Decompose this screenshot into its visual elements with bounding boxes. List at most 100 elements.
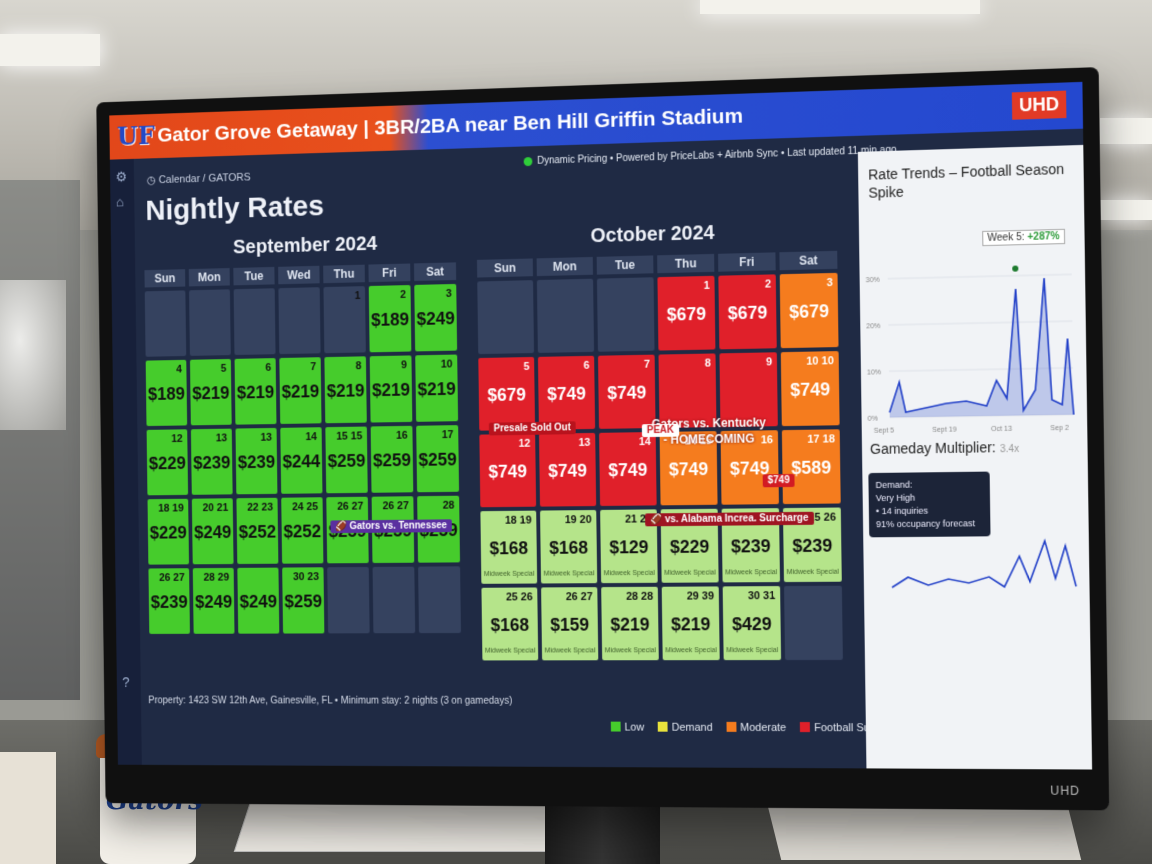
calendar-icon: ◷ [147, 174, 159, 186]
property-footer: Property: 1423 SW 12th Ave, Gainesville,… [148, 696, 512, 707]
day-cell[interactable]: 14 $244 [280, 427, 322, 494]
empty-day-cell [327, 567, 369, 633]
day-cell[interactable]: 3 $679 [780, 273, 839, 348]
ceiling-light [1100, 118, 1152, 144]
day-number: 10 10 [806, 355, 834, 368]
day-cell[interactable]: 17 18 $589 [782, 429, 841, 504]
day-cell[interactable]: 3 $249 [414, 284, 457, 351]
weekday-sat: Sat [779, 251, 837, 270]
breadcrumb-text: Calendar / GATORS [159, 172, 251, 186]
day-cell[interactable]: 8 $219 [324, 356, 366, 423]
day-cell[interactable]: 18 19 $168 Midweek Special [480, 511, 537, 584]
day-cell[interactable]: 29 39 $219 Midweek Special [662, 586, 720, 660]
nightly-price: $229 [148, 522, 189, 543]
day-cell[interactable]: 1 $679 [657, 276, 715, 351]
weekday-tue: Tue [597, 255, 654, 274]
nightly-price: $229 [661, 536, 718, 557]
day-number: 5 [221, 363, 227, 375]
day-number: 9 [766, 356, 772, 368]
day-cell[interactable]: 25 26 $168 Midweek Special [481, 587, 538, 660]
day-cell[interactable]: 14 $749 [599, 432, 657, 506]
day-cell[interactable]: 19 20 $168 Midweek Special [540, 510, 597, 583]
day-number: 25 26 [506, 591, 533, 603]
day-cell[interactable]: 7 $749 [598, 355, 656, 429]
x-tick-label: Oct 13 [991, 426, 1012, 434]
y-tick-label: 0% [868, 416, 878, 423]
day-number: 4 [176, 364, 182, 376]
day-cell[interactable]: 4 $189 [146, 360, 188, 426]
gear-icon[interactable]: ⚙ [116, 169, 128, 186]
day-cell[interactable]: 5 $219 [190, 359, 232, 425]
day-cell[interactable]: 5 $679 [478, 357, 535, 431]
day-cell[interactable]: 24 25 $252 [281, 497, 323, 563]
weekday-sun: Sun [144, 269, 185, 287]
day-cell[interactable]: 13 $239 [191, 429, 233, 495]
day-number: 3 [446, 288, 452, 300]
nightly-price: $219 [190, 383, 231, 404]
day-cell[interactable]: 13 $239 [235, 428, 277, 494]
day-cell[interactable]: 12 $229 [147, 429, 189, 495]
event-label-tennessee[interactable]: 🏈 Gators vs. Tennessee [330, 519, 451, 533]
nightly-price: $189 [146, 384, 187, 405]
day-cell[interactable]: 2 $189 [369, 285, 412, 352]
football-icon: 🏈 [650, 514, 665, 525]
day-number: 30 31 [748, 590, 775, 602]
event-label-alabama[interactable]: 🏈 vs. Alabama Increa. Surcharge [645, 512, 814, 527]
y-tick-label: 20% [866, 323, 880, 330]
legend-item: Low [611, 722, 645, 734]
empty-day-cell [278, 287, 320, 354]
tooltip-line: 91% occupancy forecast [876, 517, 983, 531]
x-tick-label: Sept 19 [932, 426, 957, 434]
day-cell[interactable]: 26 27 $239 [148, 568, 190, 634]
day-number: 26 27 [159, 572, 185, 584]
day-number: 18 19 [505, 515, 532, 527]
day-cell[interactable]: 10 10 $749 [781, 351, 840, 426]
empty-day-cell [189, 289, 231, 356]
day-cell[interactable]: 22 23 $252 [236, 498, 278, 564]
calendar-october: 1 $679 2 $679 3 $679 5 $679 6 $749 7 $749 8 9 10 10 $74… [477, 273, 843, 661]
day-cell[interactable]: 2 $679 [718, 274, 776, 349]
empty-day-cell [234, 288, 276, 355]
ceiling-light [700, 0, 980, 14]
day-number: 19 20 [565, 514, 592, 526]
monitor: UF Gator Grove Getaway | 3BR/2BA near Be… [96, 67, 1109, 810]
legend-label: Moderate [740, 722, 786, 734]
day-cell[interactable]: 7 $219 [279, 357, 321, 424]
multiplier-value: 3.4x [1000, 444, 1019, 455]
day-number: 17 [442, 429, 454, 441]
day-cell[interactable]: 13 $749 [539, 433, 596, 507]
nightly-price: $252 [237, 522, 278, 543]
weekday-mon: Mon [189, 268, 230, 286]
help-icon[interactable]: ? [122, 674, 129, 689]
nightly-price: $679 [658, 303, 715, 325]
day-cell[interactable]: $249 [237, 568, 279, 634]
day-cell[interactable]: 10 $219 [415, 355, 458, 422]
nightly-price: $679 [780, 300, 838, 322]
breadcrumb[interactable]: ◷ Calendar / GATORS [147, 171, 251, 187]
home-icon[interactable]: ⌂ [116, 194, 124, 210]
day-cell[interactable]: 9 $219 [370, 355, 413, 422]
day-cell[interactable]: 6 $749 [538, 356, 595, 430]
day-cell[interactable]: 6 $219 [235, 358, 277, 425]
day-cell[interactable]: 20 21 $249 [192, 498, 234, 564]
day-number: 17 18 [807, 433, 835, 445]
day-cell[interactable]: 17 $259 [416, 425, 459, 492]
day-cell[interactable]: 16 $259 [371, 426, 414, 493]
legend-swatch [611, 722, 621, 732]
day-cell[interactable]: 15 15 $259 [325, 427, 367, 494]
nightly-price: $259 [417, 449, 459, 470]
day-number: 26 27 [566, 591, 593, 603]
nightly-price: $239 [149, 592, 190, 612]
day-cell[interactable]: 26 27 $159 Midweek Special [541, 587, 598, 660]
day-cell[interactable]: 18 19 $229 [148, 499, 190, 565]
day-cell[interactable]: 30 31 $429 Midweek Special [723, 586, 781, 660]
football-icon: 🏈 [335, 521, 350, 532]
day-cell[interactable]: 28 28 $219 Midweek Special [601, 587, 659, 661]
multiplier-title: Gameday Multiplier: 3.4x [870, 439, 1019, 457]
day-cell[interactable]: 12 $749 [479, 434, 536, 507]
day-cell[interactable]: 30 23 $259 [282, 567, 324, 633]
screen: UF Gator Grove Getaway | 3BR/2BA near Be… [109, 82, 1092, 770]
legend-swatch [800, 722, 810, 732]
nightly-price: $239 [722, 536, 780, 557]
day-cell[interactable]: 28 29 $249 [193, 568, 235, 634]
